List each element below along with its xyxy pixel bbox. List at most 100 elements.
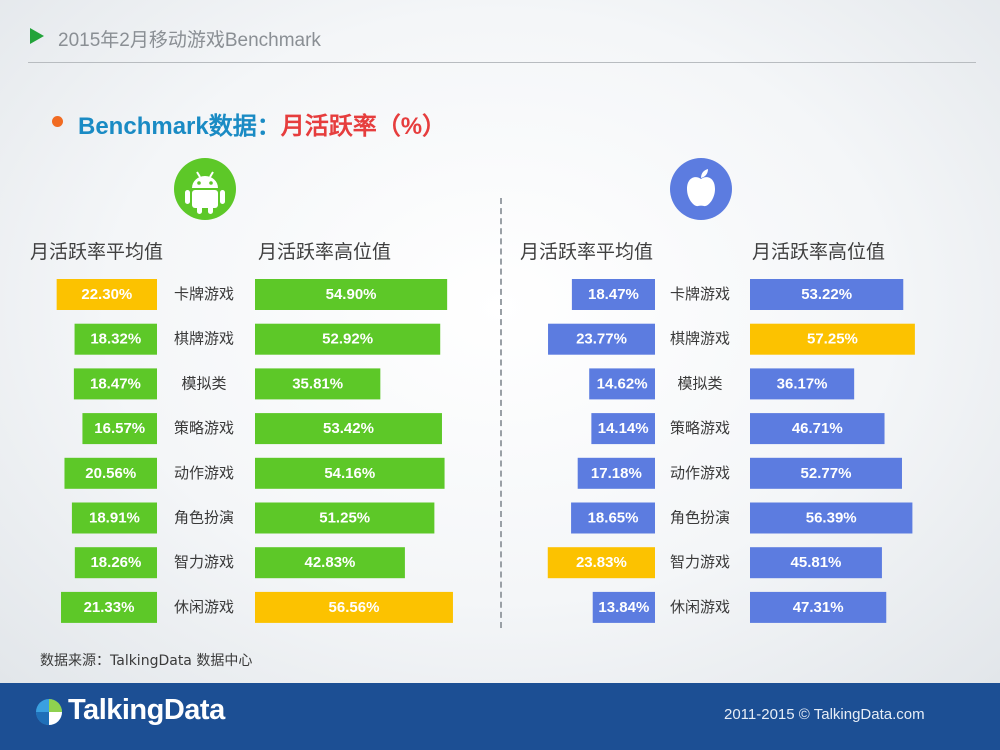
ios-avg-bar	[592, 591, 655, 623]
ios-high-bar	[750, 279, 904, 310]
ios-high-bar	[750, 368, 855, 400]
android-high-bar	[255, 591, 453, 623]
android-high-bar	[255, 279, 448, 310]
section-title: Benchmark数据：月活跃率（%）	[78, 106, 446, 141]
ios-high-bar	[750, 547, 882, 579]
ios-high-value-label: 45.81%	[791, 554, 842, 571]
ios-high-value-label: 46.71%	[792, 420, 843, 437]
ios-avg-value-label: 18.65%	[588, 510, 639, 527]
android-avg-bar	[61, 591, 157, 623]
ios-avg-bar	[589, 368, 655, 400]
ios-category-label: 休闲游戏	[670, 599, 730, 616]
android-category-label: 休闲游戏	[174, 599, 234, 616]
section-title-highlight: 月活跃率（%）	[280, 113, 447, 140]
android-avg-bar	[64, 457, 157, 489]
ios-category-label: 策略游戏	[670, 420, 730, 437]
android-high-bar	[255, 368, 381, 400]
source-note: 数据来源：TalkingData 数据中心	[40, 653, 253, 669]
android-avg-bar	[56, 279, 157, 310]
ios-category-label: 动作游戏	[670, 465, 730, 482]
ios-avg-bar	[591, 413, 655, 445]
android-high-value-label: 53.42%	[323, 420, 374, 437]
android-avg-value-label: 18.26%	[90, 554, 141, 571]
ios-category-label: 棋牌游戏	[670, 331, 730, 348]
android-category-label: 模拟类	[181, 375, 226, 392]
ios-high-bar	[750, 457, 902, 489]
android-avg-bar	[73, 368, 157, 400]
section-title-prefix: Benchmark数据：	[78, 113, 281, 140]
android-avg-bar	[74, 323, 157, 355]
android-category-label: 策略游戏	[174, 420, 234, 437]
ios-avg-value-label: 13.84%	[598, 599, 649, 616]
ios-high-value-label: 53.22%	[801, 286, 852, 303]
android-high-bar	[255, 502, 435, 534]
android-avg-header: 月活跃率平均值	[30, 241, 164, 263]
ios-high-value-label: 57.25%	[807, 331, 858, 348]
ios-high-bar	[750, 502, 913, 534]
section-bullet	[52, 116, 63, 127]
android-avg-value-label: 18.32%	[90, 331, 141, 348]
android-avg-value-label: 20.56%	[85, 465, 136, 482]
header-divider	[28, 62, 976, 63]
android-category-label: 动作游戏	[174, 465, 234, 482]
play-arrow-icon	[30, 28, 44, 44]
ios-high-header: 月活跃率高位值	[752, 241, 886, 263]
android-avg-bar	[71, 502, 157, 534]
ios-avg-bar	[571, 279, 655, 310]
ios-high-value-label: 52.77%	[801, 465, 852, 482]
android-high-bar	[255, 547, 405, 579]
android-avg-value-label: 22.30%	[81, 286, 132, 303]
platform-divider	[500, 198, 502, 628]
android-avg-value-label: 21.33%	[84, 599, 135, 616]
ios-high-value-label: 36.17%	[777, 375, 828, 392]
android-high-value-label: 54.16%	[324, 465, 375, 482]
android-high-bar	[255, 323, 441, 355]
footer-bar	[0, 683, 1000, 750]
android-category-label: 卡牌游戏	[174, 286, 234, 303]
copyright: 2011-2015 © TalkingData.com	[724, 706, 925, 723]
brand-name: TalkingData	[68, 694, 225, 726]
android-category-label: 智力游戏	[174, 553, 234, 571]
page-title: 2015年2月移动游戏Benchmark	[58, 30, 321, 51]
android-high-bar	[255, 413, 442, 445]
ios-avg-bar	[548, 323, 655, 355]
ios-avg-value-label: 17.18%	[591, 465, 642, 482]
ios-category-label: 角色扮演	[670, 510, 730, 527]
benchmark-bar-chart: 22.30% 卡牌游戏 54.90% 18.32% 棋牌游戏 52.92% 18.47% 模拟…	[56, 279, 915, 623]
ios-avg-value-label: 18.47%	[588, 286, 639, 303]
android-category-label: 棋牌游戏	[174, 331, 234, 348]
android-avg-value-label: 18.47%	[90, 375, 141, 392]
ios-high-value-label: 47.31%	[793, 599, 844, 616]
talkingdata-logo-icon	[36, 699, 62, 725]
android-avg-bar	[74, 547, 157, 579]
android-high-value-label: 42.83%	[305, 554, 356, 571]
ios-category-label: 模拟类	[677, 375, 722, 392]
android-category-label: 角色扮演	[174, 510, 234, 527]
android-avg-bar	[82, 413, 157, 445]
ios-avg-header: 月活跃率平均值	[520, 241, 654, 263]
android-avg-value-label: 16.57%	[94, 420, 145, 437]
ios-category-label: 智力游戏	[670, 553, 730, 571]
ios-avg-value-label: 23.83%	[576, 554, 627, 571]
android-robot-icon	[174, 158, 236, 220]
ios-avg-bar	[571, 502, 655, 534]
android-high-value-label: 52.92%	[322, 331, 373, 348]
ios-high-bar	[750, 591, 887, 623]
android-avg-value-label: 18.91%	[89, 510, 140, 527]
ios-avg-value-label: 14.14%	[598, 420, 649, 437]
ios-category-label: 卡牌游戏	[670, 286, 730, 303]
ios-avg-value-label: 14.62%	[597, 375, 648, 392]
android-high-value-label: 56.56%	[329, 599, 380, 616]
ios-high-bar	[750, 413, 885, 445]
android-high-value-label: 51.25%	[319, 510, 370, 527]
android-high-value-label: 35.81%	[292, 375, 343, 392]
android-high-bar	[255, 457, 445, 489]
ios-high-value-label: 56.39%	[806, 510, 857, 527]
android-high-value-label: 54.90%	[326, 286, 377, 303]
ios-avg-value-label: 23.77%	[576, 331, 627, 348]
ios-avg-bar	[577, 457, 655, 489]
ios-high-bar	[750, 323, 915, 355]
android-high-header: 月活跃率高位值	[258, 241, 392, 263]
apple-logo-icon	[670, 158, 732, 220]
ios-avg-bar	[547, 547, 655, 579]
